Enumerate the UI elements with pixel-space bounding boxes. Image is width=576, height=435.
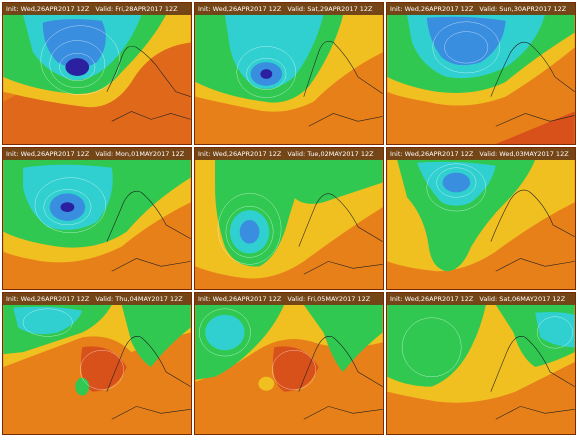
pressure-map: [3, 148, 191, 289]
init-time: Init: Wed,26APR2017 12Z: [390, 150, 474, 158]
panel-header: Init: Wed,26APR2017 12Z Valid: Fri,05MAY…: [195, 293, 383, 305]
init-time: Init: Wed,26APR2017 12Z: [390, 5, 474, 13]
panel-header: Init: Wed,26APR2017 12Z Valid: Sat,29APR…: [195, 3, 383, 15]
forecast-panel-4: Init: Wed,26APR2017 12Z Valid: Mon,01MAY…: [2, 147, 192, 290]
init-time: Init: Wed,26APR2017 12Z: [6, 150, 90, 158]
forecast-panel-2: Init: Wed,26APR2017 12Z Valid: Sat,29APR…: [194, 2, 384, 145]
init-time: Init: Wed,26APR2017 12Z: [6, 5, 90, 13]
valid-time: Valid: Sat,29APR2017 12Z: [287, 5, 373, 13]
pressure-map: [3, 3, 191, 144]
pressure-map: [195, 293, 383, 434]
valid-time: Valid: Tue,02MAY2017 12Z: [287, 150, 374, 158]
forecast-panel-8: Init: Wed,26APR2017 12Z Valid: Fri,05MAY…: [194, 292, 384, 435]
init-time: Init: Wed,26APR2017 12Z: [198, 295, 282, 303]
init-time: Init: Wed,26APR2017 12Z: [6, 295, 90, 303]
init-time: Init: Wed,26APR2017 12Z: [198, 5, 282, 13]
forecast-panel-9: Init: Wed,26APR2017 12Z Valid: Sat,06MAY…: [386, 292, 576, 435]
valid-time: Valid: Sat,06MAY2017 12Z: [479, 295, 566, 303]
valid-time: Valid: Fri,05MAY2017 12Z: [287, 295, 371, 303]
panel-header: Init: Wed,26APR2017 12Z Valid: Wed,03MAY…: [387, 148, 575, 160]
valid-time: Valid: Thu,04MAY2017 12Z: [95, 295, 183, 303]
panel-header: Init: Wed,26APR2017 12Z Valid: Mon,01MAY…: [3, 148, 191, 160]
valid-time: Valid: Mon,01MAY2017 12Z: [95, 150, 185, 158]
forecast-panel-1: Init: Wed,26APR2017 12Z Valid: Fri,28APR…: [2, 2, 192, 145]
valid-time: Valid: Wed,03MAY2017 12Z: [479, 150, 569, 158]
forecast-panel-3: Init: Wed,26APR2017 12Z Valid: Sun,30APR…: [386, 2, 576, 145]
init-time: Init: Wed,26APR2017 12Z: [198, 150, 282, 158]
pressure-map: [195, 148, 383, 289]
pressure-map: [387, 293, 575, 434]
panel-header: Init: Wed,26APR2017 12Z Valid: Fri,28APR…: [3, 3, 191, 15]
panel-header: Init: Wed,26APR2017 12Z Valid: Thu,04MAY…: [3, 293, 191, 305]
valid-time: Valid: Fri,28APR2017 12Z: [95, 5, 178, 13]
panel-header: Init: Wed,26APR2017 12Z Valid: Sun,30APR…: [387, 3, 575, 15]
pressure-map: [3, 293, 191, 434]
pressure-map: [195, 3, 383, 144]
init-time: Init: Wed,26APR2017 12Z: [390, 295, 474, 303]
forecast-panel-6: Init: Wed,26APR2017 12Z Valid: Wed,03MAY…: [386, 147, 576, 290]
pressure-map: [387, 3, 575, 144]
panel-header: Init: Wed,26APR2017 12Z Valid: Sat,06MAY…: [387, 293, 575, 305]
forecast-panel-5: Init: Wed,26APR2017 12Z Valid: Tue,02MAY…: [194, 147, 384, 290]
valid-time: Valid: Sun,30APR2017 12Z: [479, 5, 567, 13]
panel-header: Init: Wed,26APR2017 12Z Valid: Tue,02MAY…: [195, 148, 383, 160]
forecast-panel-7: Init: Wed,26APR2017 12Z Valid: Thu,04MAY…: [2, 292, 192, 435]
pressure-map: [387, 148, 575, 289]
